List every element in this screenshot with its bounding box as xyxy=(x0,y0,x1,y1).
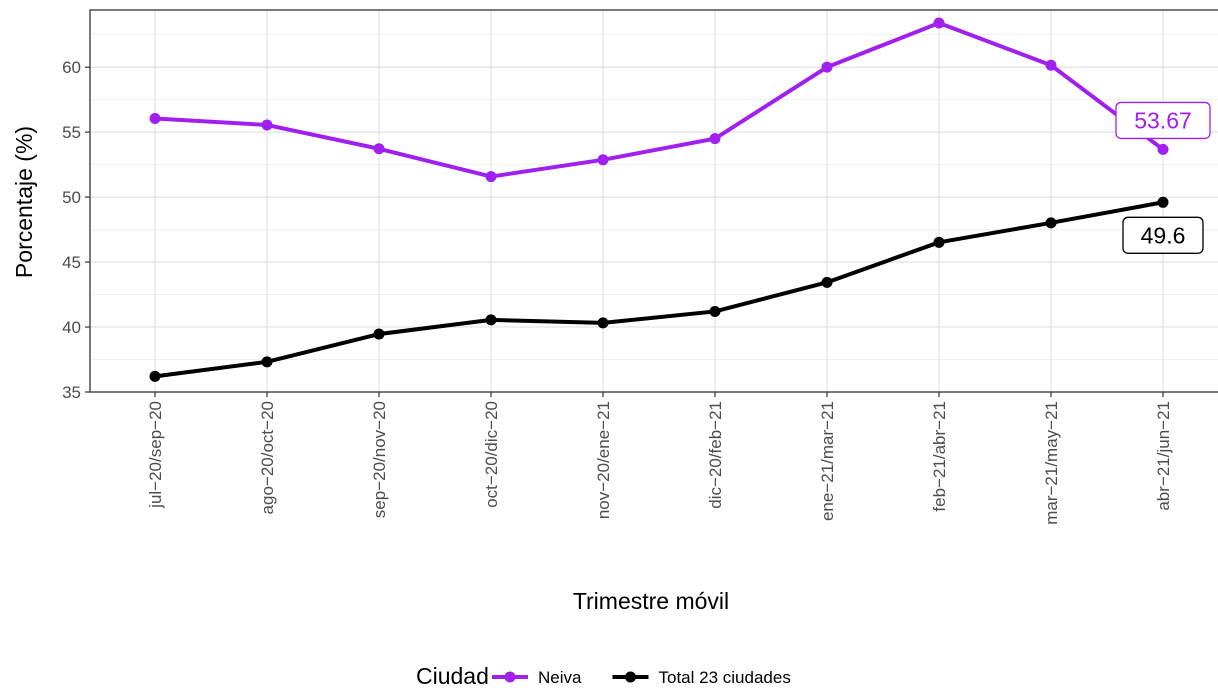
data-point xyxy=(485,314,497,326)
y-tick-label: 40 xyxy=(62,318,81,337)
y-tick-label: 45 xyxy=(62,253,81,272)
data-point xyxy=(485,171,497,183)
data-point xyxy=(597,317,609,329)
x-tick-label: dic−20/feb−21 xyxy=(706,401,725,509)
legend-entry: Neiva xyxy=(538,668,582,687)
y-tick-label: 50 xyxy=(62,188,81,207)
y-axis-title: Porcentaje (%) xyxy=(11,126,37,278)
data-point xyxy=(149,112,161,124)
data-point xyxy=(597,154,609,166)
data-label: 53.67 xyxy=(1134,107,1192,133)
data-point xyxy=(1045,59,1057,71)
legend: Ciudad Neiva Total 23 ciudades xyxy=(416,663,791,689)
data-labels: 53.67 49.6 xyxy=(1115,101,1211,254)
legend-key-point xyxy=(504,671,516,683)
x-axis: jul−20/sep−20 ago−20/oct−20 sep−20/nov−20 o… xyxy=(146,392,1173,525)
y-tick-label: 60 xyxy=(62,58,81,77)
series-line xyxy=(153,200,1165,379)
x-tick-label: ago−20/oct−20 xyxy=(258,401,277,514)
data-point xyxy=(261,119,273,131)
x-tick-label: ene−21/mar−21 xyxy=(818,401,837,521)
data-point xyxy=(933,236,945,248)
series-layer xyxy=(149,17,1169,382)
data-point xyxy=(821,61,833,73)
y-tick-label: 55 xyxy=(62,123,81,142)
legend-title: Ciudad xyxy=(416,663,489,689)
data-label-box xyxy=(1115,101,1211,140)
x-tick-label: mar−21/may−21 xyxy=(1042,401,1061,525)
legend-entry: Total 23 ciudades xyxy=(659,668,791,687)
data-point xyxy=(373,328,385,340)
data-point xyxy=(709,133,721,145)
x-tick-label: oct−20/dic−20 xyxy=(482,401,501,508)
data-point xyxy=(373,143,385,155)
data-point xyxy=(821,276,833,288)
data-point xyxy=(933,17,945,29)
data-label-box xyxy=(1122,216,1204,254)
data-point xyxy=(261,356,273,368)
x-tick-label: abr−21/jun−21 xyxy=(1154,401,1173,511)
y-axis: 35 40 45 50 55 60 xyxy=(62,58,90,402)
series-line xyxy=(153,20,1165,179)
x-tick-label: jul−20/sep−20 xyxy=(146,401,165,509)
plot-panel xyxy=(89,9,1218,393)
y-tick-label: 35 xyxy=(62,383,81,402)
data-label: 49.6 xyxy=(1141,222,1186,248)
x-tick-label: nov−20/ene−21 xyxy=(594,401,613,519)
data-point xyxy=(149,370,161,382)
panel-border xyxy=(89,9,1218,393)
legend-key-point xyxy=(625,671,636,683)
data-point xyxy=(1157,143,1169,155)
data-point xyxy=(1157,196,1169,208)
data-point xyxy=(709,305,721,317)
x-tick-label: sep−20/nov−20 xyxy=(370,401,389,518)
data-point xyxy=(1045,217,1057,229)
x-axis-title: Trimestre móvil xyxy=(573,588,729,614)
x-tick-label: feb−21/abr−21 xyxy=(930,401,949,512)
